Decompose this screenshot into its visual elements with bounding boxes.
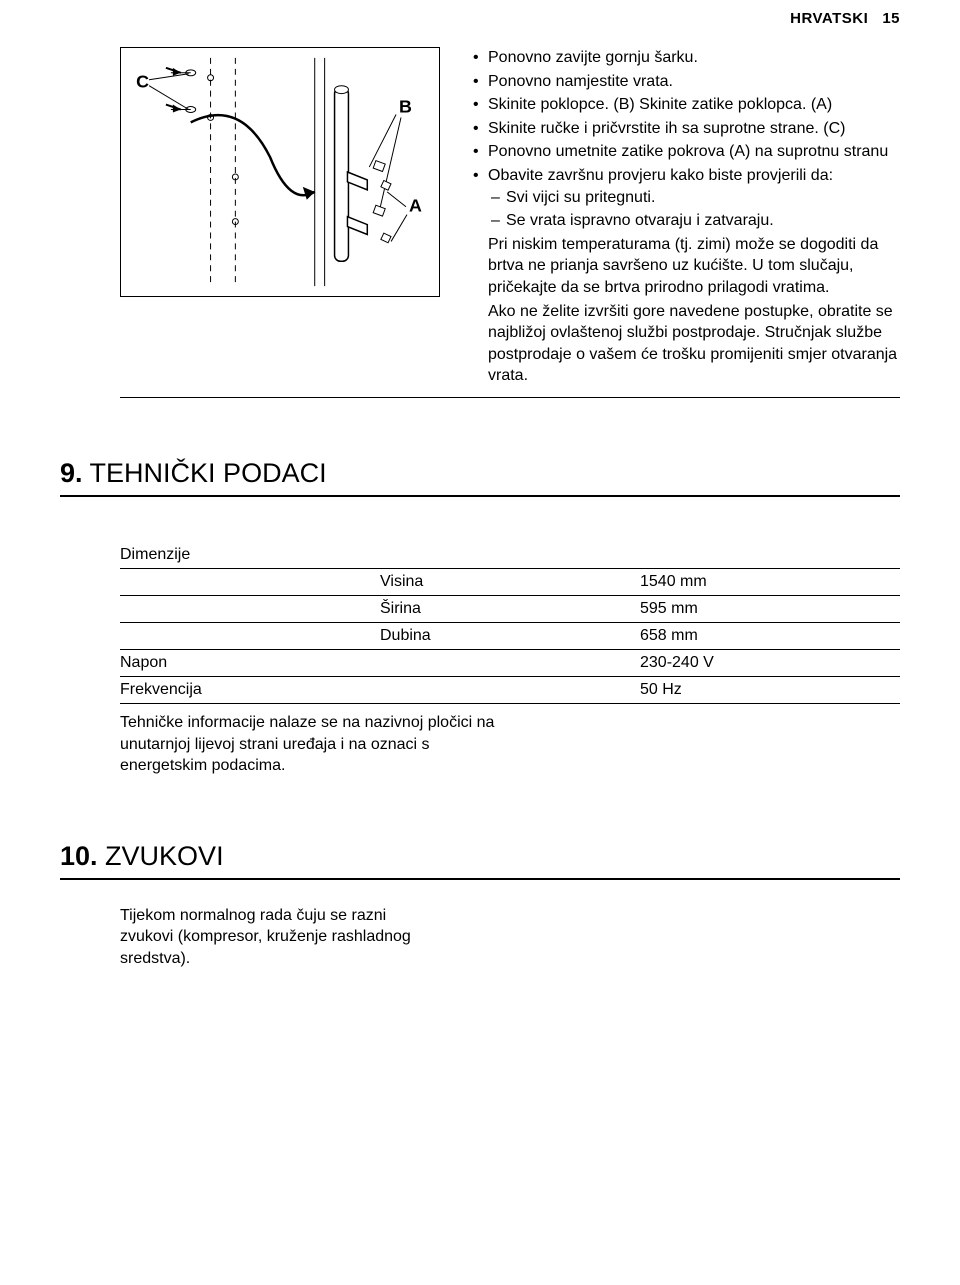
spec-label: Napon bbox=[120, 654, 380, 672]
table-row: Frekvencija 50 Hz bbox=[120, 677, 900, 704]
bullet-item: Skinite ručke i pričvrstite ih sa suprot… bbox=[470, 118, 900, 140]
section-heading-tech: 9. TEHNIČKI PODACI bbox=[0, 398, 960, 489]
table-row: Dubina 658 mm bbox=[120, 623, 900, 650]
spec-value: 230-240 V bbox=[640, 654, 900, 672]
sub-bullet-text: Se vrata ispravno otvaraju i zatvaraju. bbox=[506, 212, 774, 229]
sub-bullet-item: Se vrata ispravno otvaraju i zatvaraju. bbox=[488, 210, 900, 232]
bullet-item: Ponovno zavijte gornju šarku. bbox=[470, 47, 900, 69]
table-row: Dimenzije bbox=[120, 542, 900, 569]
table-row: Tehničke informacije nalaze se na nazivn… bbox=[120, 704, 900, 781]
bullet-text: Ponovno namjestite vrata. bbox=[488, 73, 673, 90]
bullet-item: Ponovno umetnite zatike pokrova (A) na s… bbox=[470, 141, 900, 163]
spec-label: Frekvencija bbox=[120, 681, 380, 699]
diagram-label-c: C bbox=[136, 72, 149, 92]
sub-bullet-text: Svi vijci su pritegnuti. bbox=[506, 189, 655, 206]
section-title: ZVUKOVI bbox=[98, 841, 224, 871]
section-number: 10. bbox=[60, 841, 98, 871]
bullet-text: Ponovno zavijte gornju šarku. bbox=[488, 49, 698, 66]
diagram-label-b: B bbox=[399, 96, 412, 116]
sounds-paragraph: Tijekom normalnog rada čuju se razni zvu… bbox=[0, 880, 500, 970]
bullet-item: Ponovno namjestite vrata. bbox=[470, 71, 900, 93]
installation-diagram: C bbox=[120, 47, 440, 297]
diagram-label-a: A bbox=[409, 196, 422, 216]
section-title: TEHNIČKI PODACI bbox=[83, 458, 327, 488]
paragraph: Ako ne želite izvršiti gore navedene pos… bbox=[488, 301, 900, 387]
bullet-text: Ponovno umetnite zatike pokrova (A) na s… bbox=[488, 143, 888, 160]
dimensions-label: Dimenzije bbox=[120, 546, 380, 564]
spec-value: 1540 mm bbox=[640, 573, 900, 591]
top-section: C bbox=[0, 27, 960, 389]
table-row: Napon 230-240 V bbox=[120, 650, 900, 677]
sub-bullet-item: Svi vijci su pritegnuti. bbox=[488, 187, 900, 209]
bullet-item: Skinite poklopce. (B) Skinite zatike pok… bbox=[470, 94, 900, 116]
spec-label: Širina bbox=[380, 600, 640, 618]
paragraph: Pri niskim temperaturama (tj. zimi) može… bbox=[488, 234, 900, 299]
spec-value: 50 Hz bbox=[640, 681, 900, 699]
section-number: 9. bbox=[60, 458, 83, 488]
bullet-item: Obavite završnu provjeru kako biste prov… bbox=[470, 165, 900, 387]
spec-label: Dubina bbox=[380, 627, 640, 645]
instruction-list: Ponovno zavijte gornju šarku. Ponovno na… bbox=[470, 47, 900, 389]
spec-label: Visina bbox=[380, 573, 640, 591]
page-header: HRVATSKI 15 bbox=[0, 0, 960, 27]
header-lang: HRVATSKI bbox=[790, 10, 868, 27]
spec-value: 595 mm bbox=[640, 600, 900, 618]
header-page: 15 bbox=[882, 10, 900, 27]
tech-note: Tehničke informacije nalaze se na nazivn… bbox=[120, 708, 500, 777]
section-heading-sounds: 10. ZVUKOVI bbox=[0, 781, 960, 872]
bullet-text: Skinite ručke i pričvrstite ih sa suprot… bbox=[488, 120, 845, 137]
tech-data-table: Dimenzije Visina 1540 mm Širina 595 mm D… bbox=[0, 497, 960, 781]
spec-value: 658 mm bbox=[640, 627, 900, 645]
bullet-text: Skinite poklopce. (B) Skinite zatike pok… bbox=[488, 96, 832, 113]
table-row: Širina 595 mm bbox=[120, 596, 900, 623]
bullet-text: Obavite završnu provjeru kako biste prov… bbox=[488, 167, 833, 184]
table-row: Visina 1540 mm bbox=[120, 569, 900, 596]
